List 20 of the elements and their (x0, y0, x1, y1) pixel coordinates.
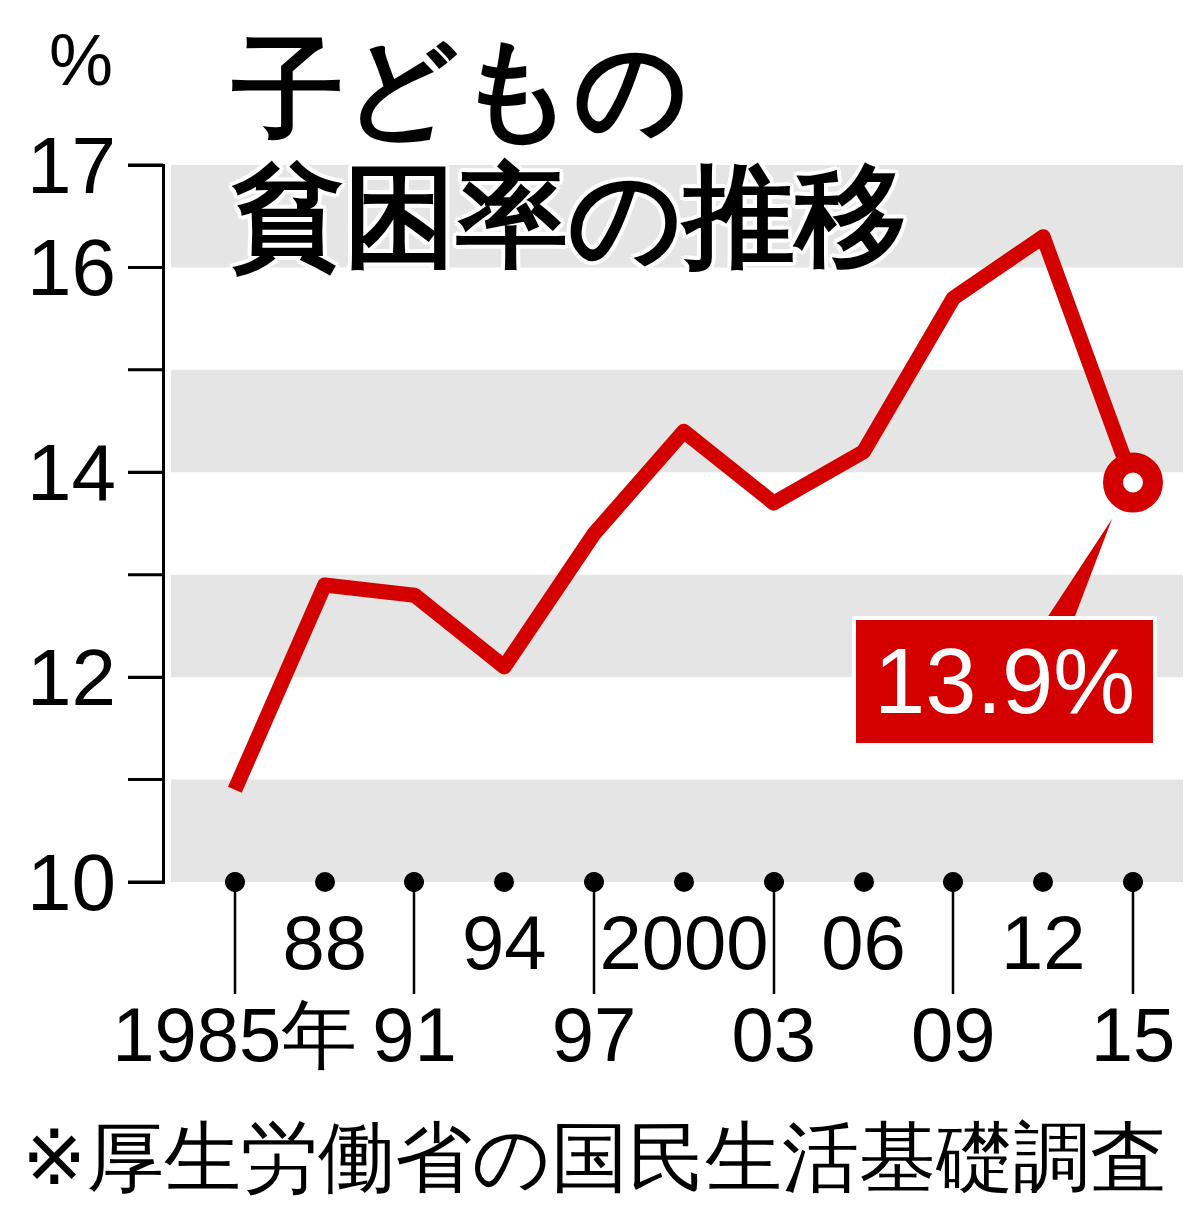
x-tick-label: 97 (551, 991, 637, 1077)
y-tick-label: 16 (27, 222, 116, 312)
x-tick-label: 88 (282, 899, 367, 985)
x-tick-label: 12 (1000, 899, 1086, 985)
chart-title: 子どもの貧困率の推移 (232, 23, 907, 281)
x-tick-label: 2000 (599, 899, 769, 985)
y-tick-label: 17 (27, 120, 116, 210)
y-tick-label: 10 (27, 837, 116, 927)
x-tick-label: 09 (911, 991, 996, 1077)
y-axis-title: % (48, 19, 114, 100)
x-tick-label: 03 (731, 991, 816, 1077)
x-tick-label: 94 (462, 899, 547, 985)
x-tick-label: 91 (372, 991, 457, 1077)
x-tick-label: 1985年 (112, 991, 358, 1077)
x-tick-label: 15 (1090, 991, 1176, 1077)
data-label: 13.9% (852, 615, 1157, 747)
text: ※厚生労働省の国民生活基礎調査 (22, 1113, 1167, 1202)
y-tick-label: 12 (27, 632, 116, 722)
x-tick-label: 06 (821, 899, 906, 985)
y-tick-label: 14 (27, 427, 116, 517)
